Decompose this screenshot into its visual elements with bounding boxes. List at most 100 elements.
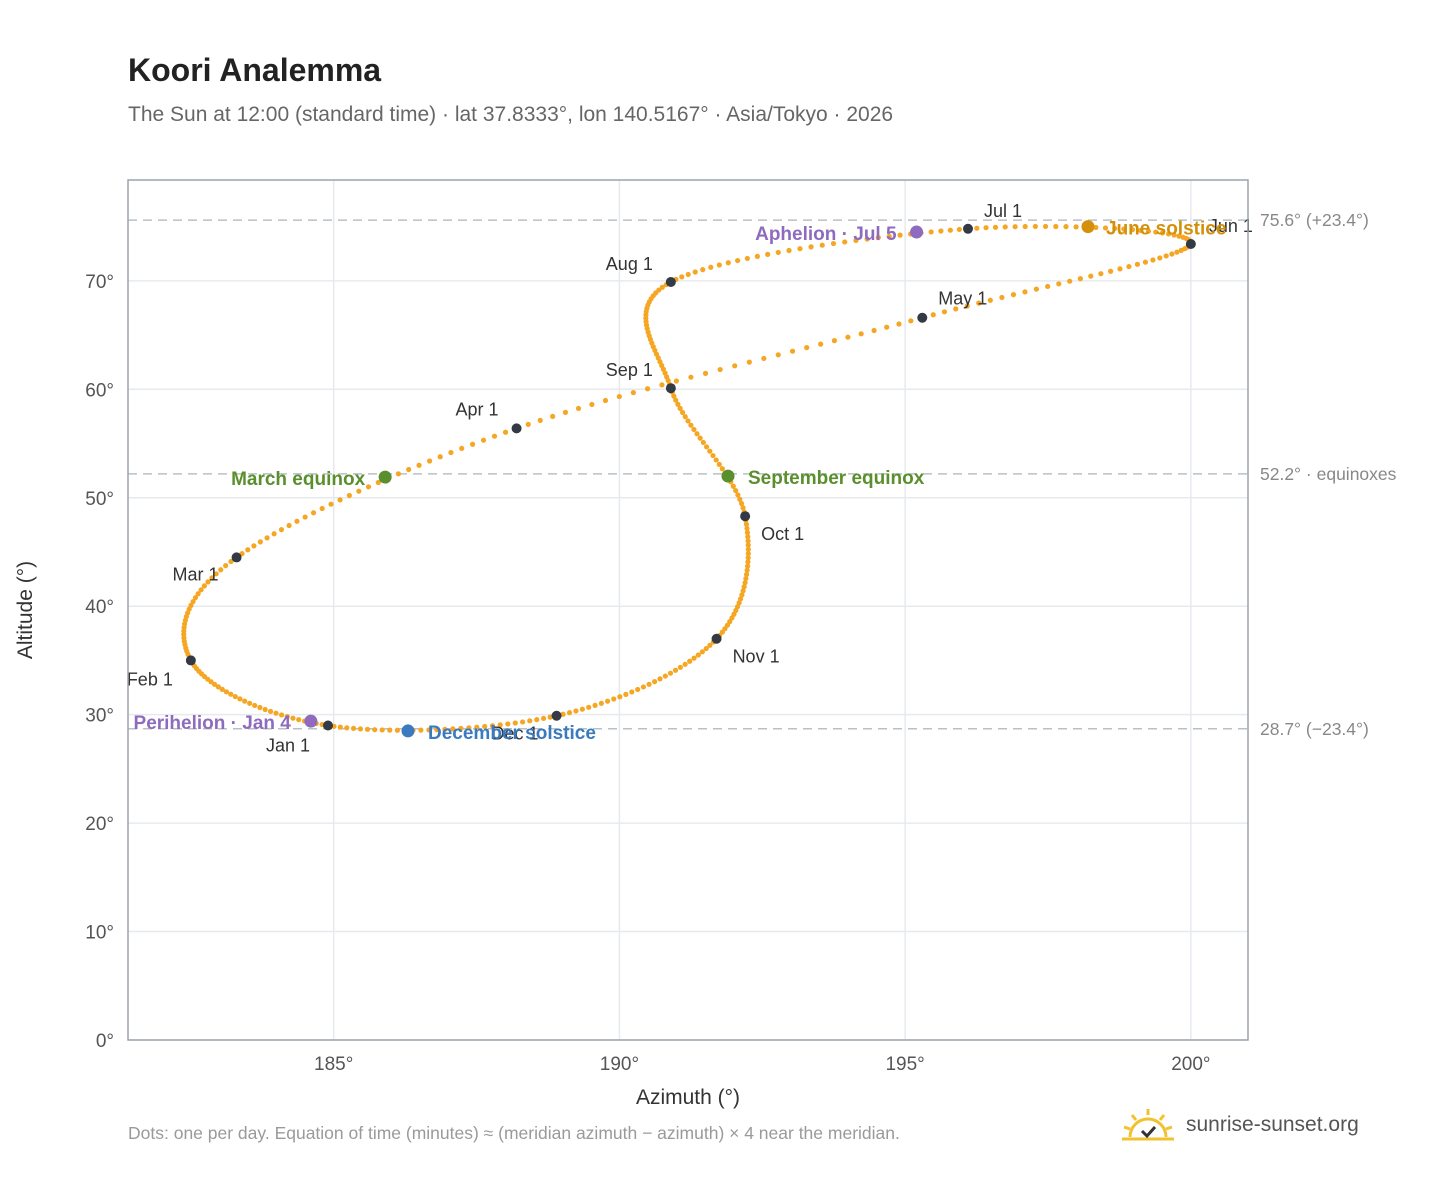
daily-dot [1042,223,1049,230]
daily-dot [537,417,543,423]
daily-dot [737,596,744,602]
daily-dot [673,378,679,384]
event-marker [378,470,392,484]
daily-dot [365,484,372,490]
month-marker [231,552,242,563]
daily-dot [459,445,465,452]
daily-dot [602,397,609,404]
month-marker [665,276,676,287]
daily-dot [688,422,694,428]
month-marker [185,655,196,666]
daily-dot [1053,223,1059,230]
daily-dot [743,571,750,578]
daily-dot [519,719,526,725]
daily-dot [765,251,771,257]
event-label: September equinox [748,468,925,489]
x-tick-label: 185° [314,1054,353,1075]
daily-dot [262,706,268,713]
daily-dot [830,240,837,247]
daily-dot [491,433,498,439]
daily-dot [372,727,378,733]
daily-dot [450,726,456,732]
event-marker [1081,220,1095,234]
event-marker [304,714,318,728]
daily-dot [1138,227,1144,234]
daily-dot [296,717,302,723]
daily-dot [394,727,400,733]
daily-dot [700,267,706,273]
daily-dot [695,652,701,658]
daily-dot [1010,292,1017,298]
daily-dot [219,686,225,692]
daily-dot [1098,271,1104,277]
daily-dot [337,724,343,730]
month-label: Jun 1 [1209,216,1253,236]
daily-dot [744,563,751,569]
daily-dot [497,722,503,728]
daily-dot [617,694,623,700]
month-label: Sep 1 [606,360,653,380]
daily-dot [252,702,258,709]
daily-dot [527,718,533,724]
daily-dot [1032,223,1038,230]
daily-dot [1176,233,1182,239]
daily-dot [987,297,993,303]
daily-dot [644,386,651,392]
daily-dot [677,405,683,411]
daily-dot [1056,281,1062,287]
daily-dot [635,686,641,693]
daily-dot [662,673,668,679]
daily-dot [679,274,685,280]
x-tick-label: 200° [1171,1054,1210,1075]
daily-dot [364,726,371,732]
y-tick-label: 30° [85,706,114,727]
daily-dot [725,260,731,266]
daily-dot [437,454,443,460]
daily-dot [1033,286,1039,292]
daily-dot [232,693,238,700]
daily-dot [789,348,796,354]
daily-dot [1159,230,1166,236]
daily-dot [629,689,635,695]
daily-dot [525,421,531,427]
daily-dot [691,655,697,661]
daily-dot [871,327,877,334]
daily-dot [1180,234,1186,240]
brand[interactable]: sunrise-sunset.org [1120,1100,1359,1150]
daily-dot [350,725,357,731]
month-marker [740,511,751,522]
daily-dot [209,575,215,581]
daily-dot [992,224,999,230]
daily-dot [976,300,982,306]
daily-dot [740,505,746,511]
daily-dot [745,538,751,544]
month-label: May 1 [938,289,987,309]
daily-dot [598,700,604,706]
daily-dot [242,698,248,704]
daily-dot [575,405,582,412]
daily-dot [284,714,290,720]
month-label: Jul 1 [984,201,1022,221]
daily-dot [703,444,710,450]
y-axis-label: Altitude (°) [14,561,37,659]
daily-dot [744,529,751,536]
month-marker [917,312,928,323]
daily-dot [964,303,970,309]
daily-dot [953,306,959,312]
daily-dot [999,294,1005,301]
daily-dot [1077,276,1083,282]
daily-dot [1063,224,1069,230]
daily-dot [687,658,693,664]
daily-dot [294,518,300,524]
daily-dot [379,727,385,733]
daily-dot [1169,251,1175,257]
daily-dot [586,704,592,710]
daily-dot [685,418,691,424]
daily-dot [1108,268,1114,274]
daily-dot [740,588,746,594]
daily-dot [406,466,412,473]
daily-dot [1112,225,1118,232]
daily-dot [717,366,723,373]
daily-dot [502,429,509,435]
daily-dot [875,235,881,241]
